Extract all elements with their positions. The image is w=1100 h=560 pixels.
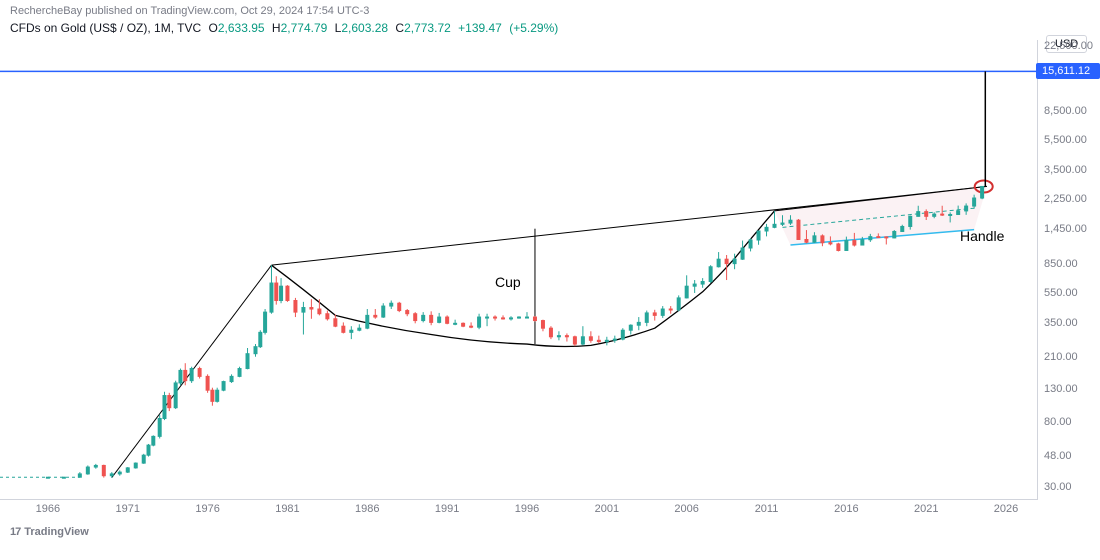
y-tick: 350.00 [1044,317,1078,329]
change-pct: (+5.29%) [509,21,558,35]
tv-logo-icon: 17 [10,526,20,538]
data-source: TVC [177,21,201,35]
y-tick: 48.00 [1044,450,1072,462]
author-name: RechercheBay [10,5,82,17]
high-label: H [272,21,281,35]
y-tick: 5,500.00 [1044,134,1087,146]
target-price-label[interactable]: 15,611.12 [1036,63,1100,79]
close-label: C [395,21,404,35]
handle-annotation: Handle [960,228,1004,244]
brand-name: TradingView [24,526,89,538]
interval[interactable]: 1M [154,21,171,35]
site-name: TradingView.com [150,5,234,17]
change-abs: +139.47 [458,21,502,35]
y-tick: 130.00 [1044,383,1078,395]
x-tick: 2011 [755,503,779,515]
high-value: 2,774.79 [281,21,328,35]
y-tick: 8,500.00 [1044,105,1087,117]
y-tick: 30.00 [1044,481,1072,493]
chart-container[interactable]: Cup Handle USD 22,500.008,500.005,500.00… [0,40,1100,540]
low-value: 2,603.28 [341,21,388,35]
plot-area[interactable]: Cup Handle [0,40,1038,500]
x-tick: 2021 [914,503,938,515]
y-tick: 3,500.00 [1044,164,1087,176]
y-tick: 2,250.00 [1044,193,1087,205]
x-tick: 1991 [435,503,459,515]
x-tick: 1986 [355,503,379,515]
x-tick: 1966 [36,503,60,515]
x-tick: 2006 [674,503,698,515]
y-tick: 210.00 [1044,351,1078,363]
open-label: O [209,21,218,35]
x-tick: 1971 [116,503,140,515]
price-axis[interactable]: USD 22,500.008,500.005,500.003,500.002,2… [1037,40,1100,500]
symbol-name[interactable]: CFDs on Gold (US$ / OZ) [10,21,147,35]
time-axis[interactable]: 1966 1971 1976 1981 1986 1991 1996 2001 2006 2011… [0,499,1038,520]
x-tick: 2001 [595,503,619,515]
open-value: 2,633.95 [218,21,265,35]
close-value: 2,773.72 [404,21,451,35]
x-tick: 1996 [515,503,539,515]
symbol-info-bar: CFDs on Gold (US$ / OZ), 1M, TVC O2,633.… [0,19,1100,39]
y-tick: 22,500.00 [1044,40,1093,52]
y-tick: 80.00 [1044,416,1072,428]
x-tick: 1976 [195,503,219,515]
x-tick: 1981 [275,503,299,515]
x-tick: 2016 [834,503,858,515]
chart-svg[interactable] [0,40,1038,500]
tradingview-brand[interactable]: 17 TradingView [10,526,89,538]
y-tick: 550.00 [1044,287,1078,299]
cup-annotation: Cup [495,274,521,290]
timestamp: Oct 29, 2024 17:54 UTC-3 [240,5,369,17]
publication-header: RechercheBay published on TradingView.co… [0,0,1100,19]
published-text: published on [85,5,147,17]
x-tick: 2026 [994,503,1018,515]
y-tick: 1,450.00 [1044,223,1087,235]
y-tick: 850.00 [1044,258,1078,270]
